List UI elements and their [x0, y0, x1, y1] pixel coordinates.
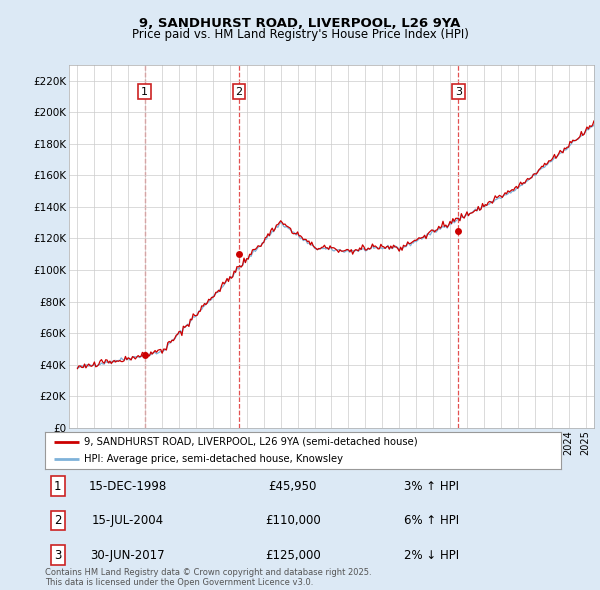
Text: 3% ↑ HPI: 3% ↑ HPI [404, 480, 460, 493]
Text: 2% ↓ HPI: 2% ↓ HPI [404, 549, 460, 562]
Text: £45,950: £45,950 [268, 480, 317, 493]
Text: 1: 1 [54, 480, 62, 493]
Text: 15-DEC-1998: 15-DEC-1998 [88, 480, 167, 493]
Text: 2: 2 [235, 87, 242, 97]
Text: £110,000: £110,000 [265, 514, 320, 527]
Text: 15-JUL-2004: 15-JUL-2004 [91, 514, 164, 527]
Text: Price paid vs. HM Land Registry's House Price Index (HPI): Price paid vs. HM Land Registry's House … [131, 28, 469, 41]
Text: 9, SANDHURST ROAD, LIVERPOOL, L26 9YA (semi-detached house): 9, SANDHURST ROAD, LIVERPOOL, L26 9YA (s… [83, 437, 418, 447]
Text: 9, SANDHURST ROAD, LIVERPOOL, L26 9YA: 9, SANDHURST ROAD, LIVERPOOL, L26 9YA [139, 17, 461, 30]
Text: 6% ↑ HPI: 6% ↑ HPI [404, 514, 460, 527]
Text: £125,000: £125,000 [265, 549, 320, 562]
Text: 30-JUN-2017: 30-JUN-2017 [90, 549, 165, 562]
Text: 1: 1 [141, 87, 148, 97]
Text: 3: 3 [455, 87, 462, 97]
Text: HPI: Average price, semi-detached house, Knowsley: HPI: Average price, semi-detached house,… [83, 454, 343, 464]
Text: Contains HM Land Registry data © Crown copyright and database right 2025.
This d: Contains HM Land Registry data © Crown c… [45, 568, 371, 587]
Text: 3: 3 [54, 549, 62, 562]
Text: 2: 2 [54, 514, 62, 527]
